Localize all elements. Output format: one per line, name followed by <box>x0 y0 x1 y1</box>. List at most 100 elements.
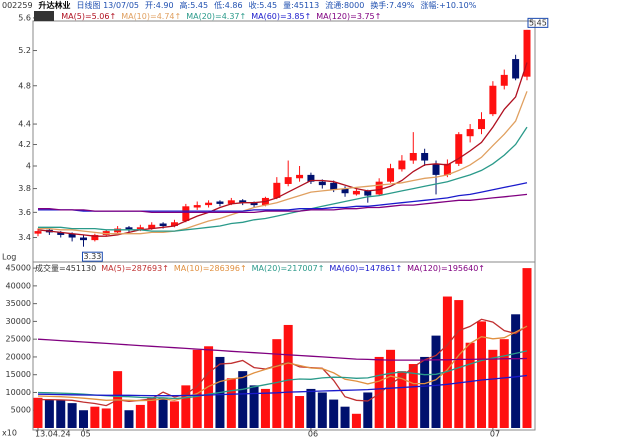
candle-body <box>432 163 440 175</box>
candle-body <box>443 163 451 175</box>
volume-bar <box>488 349 498 428</box>
candle-body <box>318 181 326 186</box>
volume-bar <box>442 296 452 428</box>
legend: 成交量=451130 MA(5)=287693↑ MA(10)=286396↑ MA(… <box>35 263 485 273</box>
header-field: 日线图 13/07/05 <box>76 1 140 10</box>
y-tick-label: 3.8 <box>18 184 31 193</box>
volume-bar <box>249 385 259 428</box>
volume-bar <box>158 397 168 428</box>
y-tick-label: 5000 <box>11 406 31 415</box>
y-tick-label: 5.2 <box>18 46 31 55</box>
ma-line <box>37 374 528 397</box>
candle-body <box>273 182 281 198</box>
min-price-box <box>81 251 103 262</box>
legend-entry: MA(20)=217007↑ <box>252 264 325 273</box>
candle-body <box>114 228 122 233</box>
candle-body <box>523 29 531 77</box>
candle-body <box>421 152 429 161</box>
legend-entry: MA(60)=3.85↑ <box>251 12 311 21</box>
volume-bar <box>511 314 521 428</box>
volume-bar <box>431 335 441 428</box>
max-price-box <box>527 17 549 28</box>
candle-body <box>68 233 76 238</box>
candle-body <box>387 168 395 182</box>
candle-body <box>489 85 497 115</box>
candle-body <box>352 190 360 195</box>
y-axis-label: x10 <box>2 429 17 438</box>
volume-bar <box>78 410 88 428</box>
candle-body <box>57 232 65 235</box>
x-tick-label: 13.04.24 <box>35 430 71 438</box>
volume-bar <box>351 413 361 428</box>
volume-bar <box>408 364 418 428</box>
header-field: 量:45113 <box>283 1 320 10</box>
volume-bar <box>44 399 54 428</box>
volume-bar <box>477 321 487 428</box>
legend-entry: MA(20)=4.37↑ <box>186 12 246 21</box>
y-tick-label: 4 <box>26 161 31 170</box>
y-tick-label: 10000 <box>6 388 31 397</box>
candle-body <box>125 227 133 230</box>
candle-body <box>466 129 474 137</box>
volume-bar <box>181 385 191 428</box>
y-tick-label: 20000 <box>6 352 31 361</box>
header-field: 开:4.90 <box>145 1 174 10</box>
y-tick-label: 5.6 <box>18 13 31 22</box>
volume-bar <box>420 356 430 428</box>
y-tick-label: 35000 <box>6 299 31 308</box>
volume-bar <box>124 410 134 428</box>
legend-entry: MA(120)=3.75↑ <box>316 12 381 21</box>
candle-body <box>296 174 304 179</box>
volume-bar <box>101 408 111 428</box>
x-tick-label: 05 <box>80 430 90 438</box>
stock-name: 升达林业 <box>38 1 71 10</box>
volume-bar <box>454 300 464 428</box>
legend-entry: MA(10)=4.74↑ <box>121 12 181 21</box>
legend-entry: MA(10)=286396↑ <box>174 264 247 273</box>
header-field: 流通:8000 <box>325 1 365 10</box>
volume-bar <box>306 388 316 428</box>
candle-body <box>148 224 156 229</box>
volume-bar <box>522 268 532 428</box>
panel-title-bg <box>34 11 54 21</box>
y-tick-label: 45000 <box>6 264 31 273</box>
candle-body <box>364 190 372 196</box>
candle-body <box>375 181 383 195</box>
legend-entry: MA(5)=287693↑ <box>101 264 169 273</box>
y-tick-label: 4.4 <box>18 120 31 129</box>
header-field: 低:4.86 <box>214 1 243 10</box>
min-price-label: 3.33 <box>83 252 101 261</box>
candle-body <box>478 119 486 130</box>
volume-bar <box>317 392 327 428</box>
volume-bar <box>226 378 236 428</box>
candle-body <box>102 231 110 235</box>
volume-bar <box>67 403 77 428</box>
volume-bar <box>363 392 373 428</box>
ma-line <box>37 338 528 361</box>
max-price-label: 5.45 <box>529 18 547 27</box>
y-tick-label: 30000 <box>6 317 31 326</box>
volume-bar <box>397 371 407 428</box>
y-tick-label: 3.4 <box>18 233 31 242</box>
volume-bar <box>169 401 179 428</box>
volume-bar <box>238 371 248 428</box>
candle-body <box>307 174 315 182</box>
legend-entry: MA(60)=147861↑ <box>329 264 402 273</box>
header-field: 换手:7.49% <box>370 1 415 10</box>
volume-bar <box>329 399 339 428</box>
candle-body <box>34 231 42 234</box>
candle-body <box>193 205 201 208</box>
candle-body <box>170 222 178 227</box>
volume-bar <box>374 356 384 428</box>
volume-bar <box>386 349 396 428</box>
panel-title: 成交量=451130 <box>35 263 96 273</box>
volume-bar <box>295 396 305 428</box>
legend-entry: MA(5)=5.06↑ <box>61 12 116 21</box>
header-field: 高:5.45 <box>179 1 209 10</box>
y-axis-label: Log <box>2 253 16 262</box>
candle-body <box>239 200 247 203</box>
volume-bar <box>260 388 270 428</box>
y-tick-label: 4.8 <box>18 81 31 90</box>
ma-line <box>38 193 528 214</box>
